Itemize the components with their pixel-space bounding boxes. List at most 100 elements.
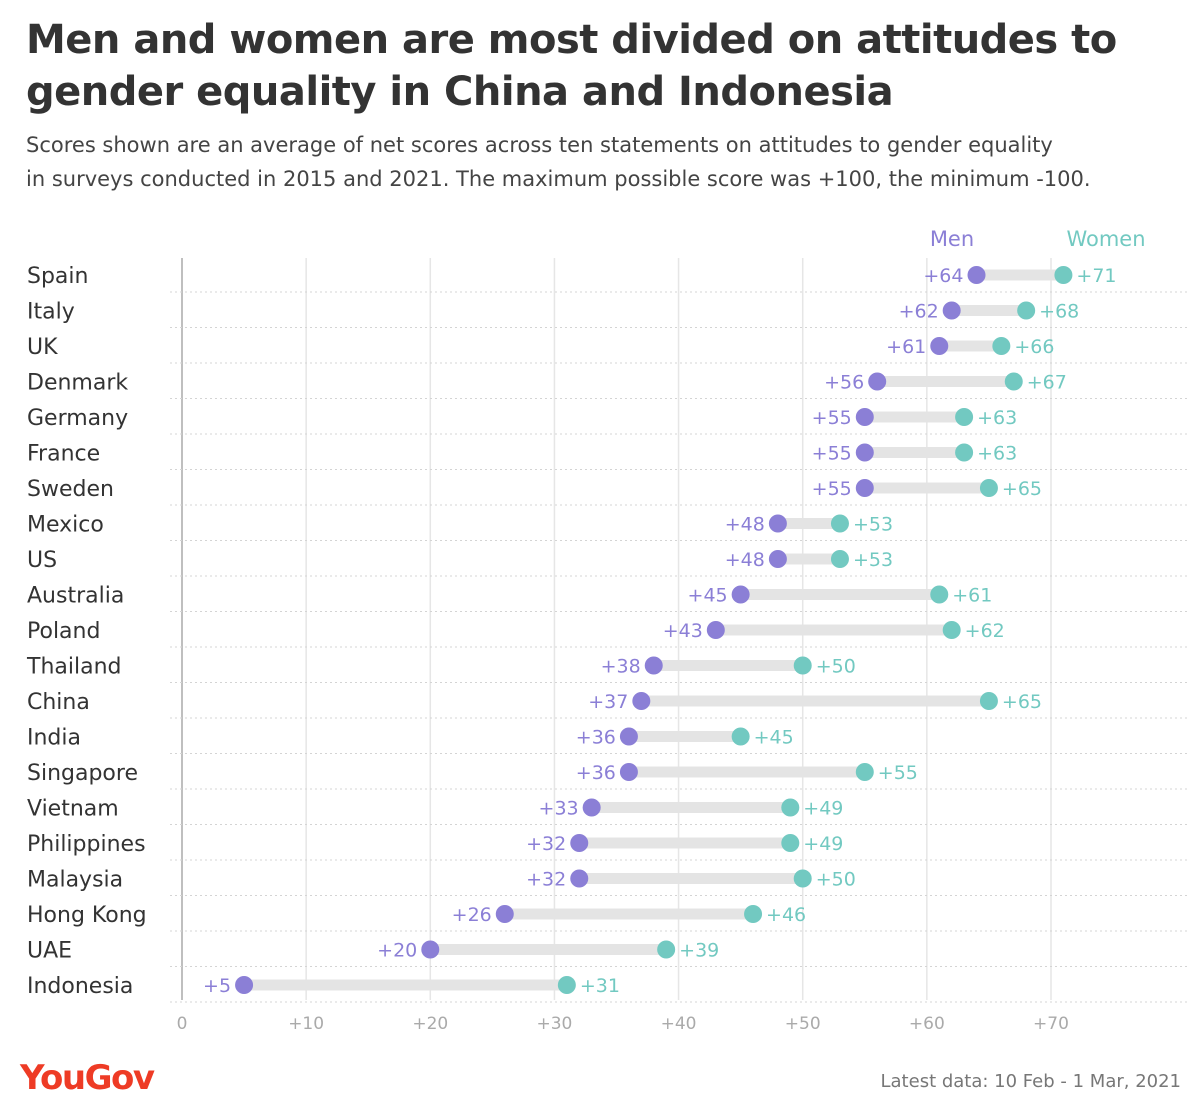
chart-subtitle: Scores shown are an average of net score… <box>26 128 1176 196</box>
women-value-label: +65 <box>1002 691 1042 713</box>
men-value-label: +55 <box>812 407 852 429</box>
women-value-label: +50 <box>816 656 856 678</box>
country-label: US <box>27 548 57 573</box>
women-value-label: +49 <box>803 798 843 820</box>
legend-women: Women <box>1066 227 1145 251</box>
women-value-label: +63 <box>977 443 1017 465</box>
women-value-label: +53 <box>853 549 893 571</box>
women-value-label: +49 <box>803 833 843 855</box>
women-value-label: +71 <box>1076 265 1116 287</box>
x-tick-label: +10 <box>288 1014 324 1034</box>
men-dot <box>421 940 440 959</box>
men-dot <box>619 763 638 781</box>
country-label: Denmark <box>27 371 128 396</box>
women-dot <box>979 479 998 497</box>
women-value-label: +53 <box>853 514 893 536</box>
x-tick-label: +50 <box>785 1014 821 1034</box>
men-dot <box>855 479 874 497</box>
men-dot <box>768 550 787 568</box>
subtitle-line-2: in surveys conducted in 2015 and 2021. T… <box>26 167 1091 191</box>
country-label: Italy <box>27 300 75 325</box>
women-value-label: +65 <box>1002 478 1042 500</box>
women-value-label: +31 <box>580 975 620 997</box>
women-dot <box>781 834 800 852</box>
x-tick-label: +70 <box>1033 1014 1069 1034</box>
country-label: Hong Kong <box>27 903 147 928</box>
country-label: China <box>27 690 90 715</box>
men-dot <box>644 656 663 675</box>
men-value-label: +37 <box>588 691 628 713</box>
men-dot <box>855 443 874 462</box>
women-value-label: +46 <box>766 904 806 926</box>
women-value-label: +50 <box>816 869 856 891</box>
country-label: Poland <box>27 619 100 644</box>
women-value-label: +39 <box>679 940 719 962</box>
x-tick-label: +40 <box>661 1014 697 1034</box>
country-label: India <box>27 726 81 751</box>
men-value-label: +55 <box>812 443 852 465</box>
x-tick-label: 0 <box>177 1014 188 1034</box>
women-value-label: +45 <box>754 727 794 749</box>
men-dot <box>706 621 725 639</box>
women-dot <box>992 337 1011 355</box>
country-label: Germany <box>27 406 128 431</box>
women-value-label: +66 <box>1014 336 1054 358</box>
men-value-label: +62 <box>899 301 939 323</box>
men-value-label: +36 <box>576 762 616 784</box>
men-value-label: +55 <box>812 478 852 500</box>
women-dot <box>744 905 763 923</box>
legend-men: Men <box>930 227 974 251</box>
men-dot <box>619 727 638 746</box>
men-value-label: +20 <box>377 940 417 962</box>
chart-title: Men and women are most divided on attitu… <box>26 17 1117 115</box>
men-value-label: +61 <box>886 336 926 358</box>
women-value-label: +55 <box>878 762 918 784</box>
women-value-label: +67 <box>1027 372 1067 394</box>
women-dot <box>979 692 998 710</box>
women-dot <box>955 408 974 426</box>
men-value-label: +48 <box>725 514 765 536</box>
women-value-label: +62 <box>965 620 1005 642</box>
women-value-label: +68 <box>1039 301 1079 323</box>
men-dot <box>868 372 887 391</box>
x-tick-label: +20 <box>412 1014 448 1034</box>
country-label: Australia <box>27 584 124 609</box>
women-value-label: +63 <box>977 407 1017 429</box>
x-tick-label: +30 <box>536 1014 572 1034</box>
women-dot <box>942 621 961 639</box>
women-dot <box>793 656 812 675</box>
men-value-label: +32 <box>526 869 566 891</box>
men-value-label: +33 <box>539 798 579 820</box>
men-dot <box>930 337 949 355</box>
men-value-label: +26 <box>452 904 492 926</box>
subtitle-line-1: Scores shown are an average of net score… <box>26 133 1053 157</box>
country-label: Spain <box>27 264 88 289</box>
country-label: Thailand <box>26 655 121 680</box>
men-dot <box>731 585 750 604</box>
women-dot <box>1004 372 1023 391</box>
men-value-label: +45 <box>688 585 728 607</box>
country-label: UK <box>27 335 58 360</box>
country-label: France <box>27 442 100 467</box>
men-dot <box>570 834 589 852</box>
country-label: Mexico <box>27 513 104 538</box>
women-dot <box>1054 266 1073 284</box>
x-tick-label: +60 <box>909 1014 945 1034</box>
country-label: Indonesia <box>27 974 133 999</box>
women-dot <box>657 940 676 959</box>
men-dot <box>768 514 787 533</box>
women-dot <box>855 763 874 781</box>
country-label: Malaysia <box>27 868 123 893</box>
men-dot <box>570 869 589 888</box>
source-note: Latest data: 10 Feb - 1 Mar, 2021 <box>880 1071 1182 1092</box>
men-dot <box>495 905 514 923</box>
country-label: Vietnam <box>27 797 119 822</box>
women-dot <box>1017 301 1036 320</box>
women-dot <box>830 514 849 533</box>
men-value-label: +56 <box>824 372 864 394</box>
men-dot <box>582 798 601 817</box>
women-dot <box>930 585 949 604</box>
men-value-label: +38 <box>601 656 641 678</box>
men-dot <box>967 266 986 284</box>
